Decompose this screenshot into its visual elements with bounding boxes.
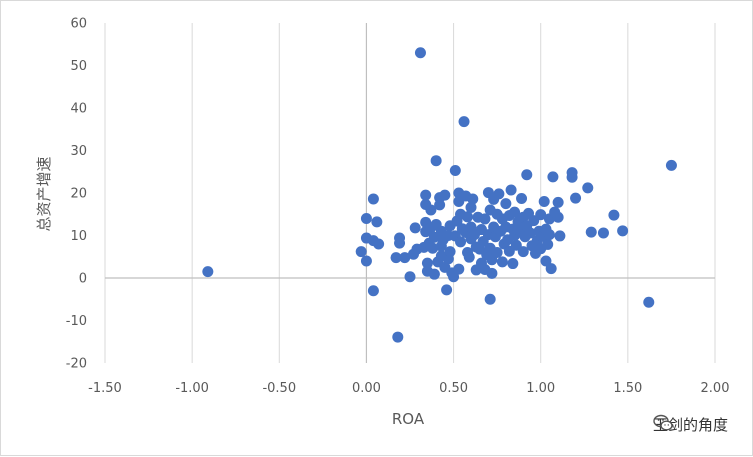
data-point xyxy=(367,285,379,297)
data-point xyxy=(538,196,550,207)
data-point xyxy=(409,222,421,234)
data-point xyxy=(617,225,629,237)
data-point xyxy=(458,116,470,128)
data-point xyxy=(421,257,433,269)
data-point xyxy=(373,238,385,250)
y-axis-title: 总资产增速 xyxy=(35,156,53,231)
data-point xyxy=(496,256,508,268)
data-point xyxy=(392,331,404,343)
data-point xyxy=(390,252,402,264)
y-tick-label: 0 xyxy=(79,272,87,287)
data-point xyxy=(507,258,519,270)
data-point xyxy=(552,211,564,223)
data-point xyxy=(500,198,512,210)
gridlines xyxy=(104,23,716,363)
data-point xyxy=(543,229,555,241)
data-point xyxy=(462,211,474,223)
data-points xyxy=(202,47,677,343)
data-point xyxy=(399,252,411,264)
data-point xyxy=(597,227,609,239)
data-point xyxy=(360,255,372,267)
data-point xyxy=(455,236,467,248)
data-point xyxy=(493,188,505,200)
data-point xyxy=(371,216,383,228)
data-point xyxy=(467,193,479,205)
data-point xyxy=(552,196,564,208)
data-point xyxy=(566,167,578,179)
data-point xyxy=(517,246,529,258)
y-tick-label: 50 xyxy=(70,59,87,74)
data-point xyxy=(453,263,465,275)
data-point xyxy=(608,209,620,221)
data-point xyxy=(449,164,461,176)
data-point xyxy=(425,204,437,216)
wechat-logo-icon xyxy=(653,414,673,431)
data-point xyxy=(491,247,503,258)
data-point xyxy=(420,189,432,201)
x-axis-title: ROA xyxy=(392,410,425,428)
data-point xyxy=(484,293,496,305)
data-point xyxy=(486,267,498,279)
data-point xyxy=(542,238,554,250)
data-point xyxy=(463,251,475,263)
data-point xyxy=(428,268,440,280)
y-tick-label: 20 xyxy=(70,187,87,202)
y-tick-label: 40 xyxy=(70,102,87,117)
data-point xyxy=(430,155,442,167)
y-tick-label: 30 xyxy=(70,144,87,159)
data-point xyxy=(545,263,557,275)
data-point xyxy=(394,237,406,249)
data-point xyxy=(585,226,597,238)
watermark-text: 王剑的角度 xyxy=(652,416,728,434)
data-point xyxy=(570,192,582,204)
data-point xyxy=(427,242,439,254)
data-point xyxy=(414,47,426,59)
y-tick-label: 60 xyxy=(70,17,87,32)
data-point xyxy=(509,206,521,218)
axes xyxy=(105,23,715,363)
data-point xyxy=(367,193,379,205)
data-point xyxy=(524,227,536,239)
data-point xyxy=(444,246,456,258)
data-point xyxy=(510,239,522,251)
x-tick-label: 0.00 xyxy=(352,381,381,396)
x-tick-label: 1.00 xyxy=(526,381,555,396)
data-point xyxy=(516,193,528,205)
data-point xyxy=(582,182,594,194)
x-tick-label: 2.00 xyxy=(701,381,730,396)
x-tick-label: -0.50 xyxy=(262,381,296,396)
data-point xyxy=(465,201,477,213)
data-point xyxy=(535,209,547,221)
x-tick-label: 0.50 xyxy=(439,381,468,396)
data-point xyxy=(439,189,451,201)
data-point xyxy=(665,159,677,171)
data-point xyxy=(404,271,416,283)
x-tick-label: 1.50 xyxy=(613,381,642,396)
data-point xyxy=(547,171,559,183)
data-point xyxy=(434,199,446,211)
tick-labels: -1.50 -1.00 -0.50 0.00 0.50 1.00 1.50 2.00 -20 -1… xyxy=(66,17,730,397)
data-point xyxy=(479,213,491,225)
watermark: 王剑的角度 xyxy=(653,414,728,435)
data-point xyxy=(521,169,533,181)
y-tick-label: 10 xyxy=(70,229,87,244)
data-point xyxy=(355,246,367,258)
x-tick-label: -1.50 xyxy=(88,381,122,396)
y-tick-label: -20 xyxy=(66,357,87,372)
data-point xyxy=(360,213,372,224)
data-point xyxy=(505,184,517,196)
data-point xyxy=(202,266,214,278)
y-tick-label: -10 xyxy=(66,314,87,329)
x-tick-label: -1.00 xyxy=(175,381,209,396)
data-point xyxy=(441,284,453,296)
data-point xyxy=(554,230,566,242)
data-point xyxy=(643,296,655,308)
